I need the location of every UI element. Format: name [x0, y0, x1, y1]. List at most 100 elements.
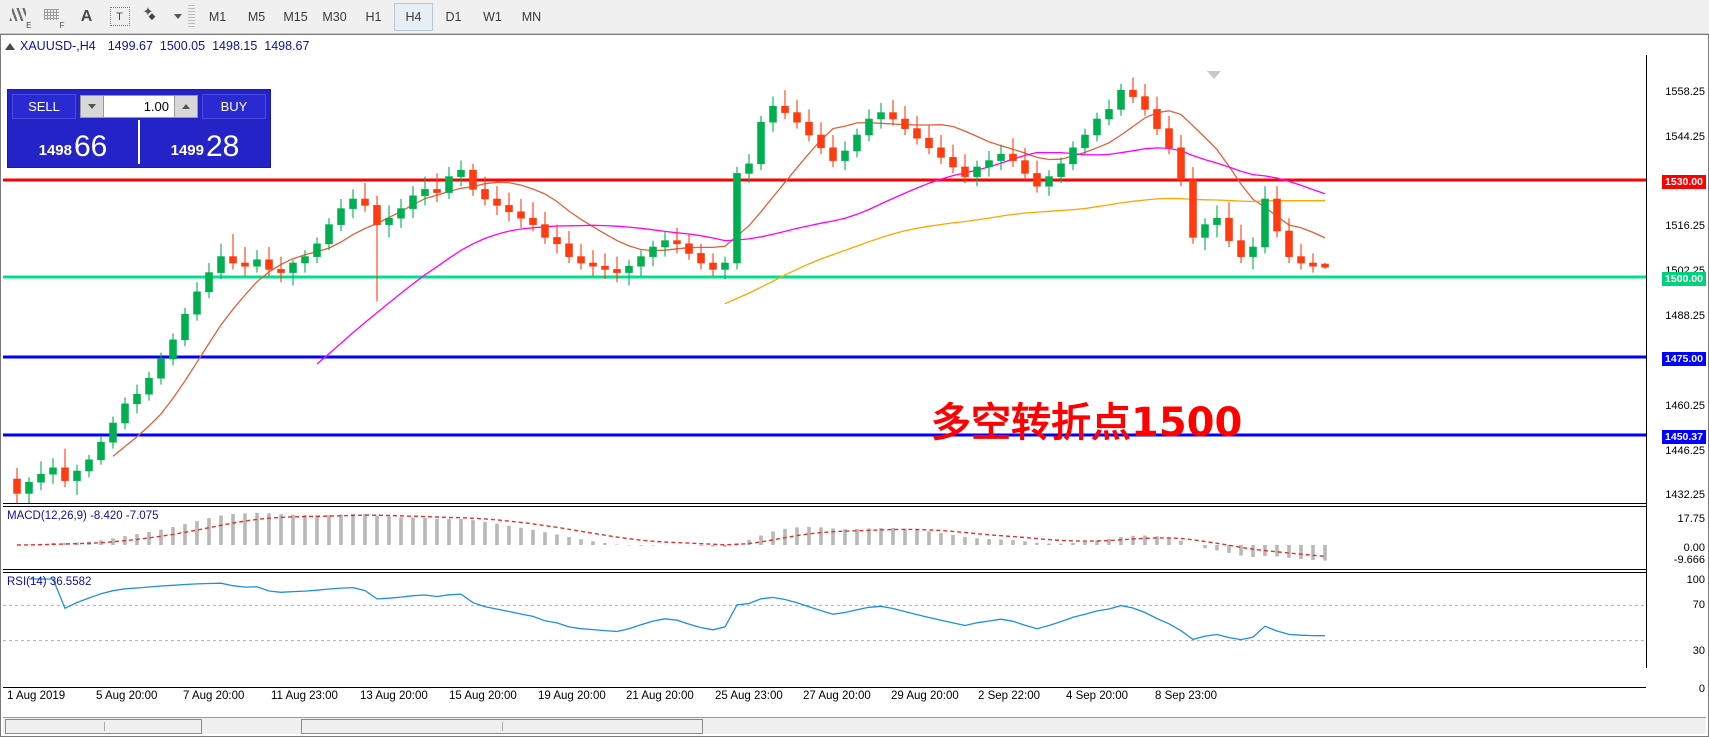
chart-annotation-text: 多空转折点1500: [931, 400, 1243, 446]
time-tick-0: 1 Aug 2019: [7, 690, 66, 702]
candle: [673, 240, 681, 245]
candle: [217, 256, 225, 273]
candle: [949, 157, 957, 168]
time-tick-5: 15 Aug 20:00: [449, 690, 517, 702]
buy-price-integer: 1499: [170, 142, 204, 159]
label-icon[interactable]: T: [103, 3, 136, 31]
candle: [1261, 198, 1269, 248]
price-tick-1446.25: 1446.25: [1665, 445, 1705, 457]
horizontal-scrollbar[interactable]: [3, 717, 1706, 734]
candle: [313, 243, 321, 257]
one-click-trading-panel[interactable]: SELL 1.00 BUY 1498 66 1499 28: [7, 89, 271, 168]
macd-pane[interactable]: MACD(12,26,9) -8.420 -7.075: [3, 508, 1646, 568]
time-tick-11: 2 Sep 22:00: [978, 690, 1041, 702]
candle: [973, 166, 981, 177]
candle: [1129, 89, 1137, 97]
candle: [1009, 153, 1017, 161]
volume-increase-icon[interactable]: [174, 95, 198, 118]
candle: [757, 121, 765, 165]
timeframe-group: M1 M5 M15 M30 H1 H4 D1 W1 MN: [198, 2, 551, 31]
text-icon[interactable]: A: [80, 7, 93, 25]
volume-stepper[interactable]: 1.00: [80, 95, 198, 118]
time-tick-10: 29 Aug 20:00: [891, 690, 959, 702]
candle: [709, 262, 717, 270]
chart-area[interactable]: XAUUSD-,H4 1499.67 1500.05 1498.15 1498.…: [0, 34, 1709, 737]
templates-icon[interactable]: [4, 3, 37, 31]
objects-dropdown-icon[interactable]: [169, 3, 185, 31]
candle: [481, 189, 489, 200]
candle: [589, 262, 597, 267]
volume-decrease-icon[interactable]: [80, 95, 104, 118]
price-plot[interactable]: 多空转折点1500: [3, 55, 1646, 503]
timeframe-h1[interactable]: H1: [365, 9, 382, 24]
candle: [1285, 230, 1293, 257]
candle: [1081, 134, 1089, 149]
candle: [817, 134, 825, 149]
buy-button[interactable]: BUY: [202, 94, 266, 119]
indicator-tick-30: 30: [1692, 645, 1705, 657]
candle: [829, 147, 837, 161]
candle: [493, 198, 501, 206]
timeframe-mn[interactable]: MN: [521, 9, 542, 24]
toolbar-grip[interactable]: [188, 4, 195, 29]
scrollbar-thumb-left[interactable]: [5, 719, 202, 734]
indicator-tick-0: 0: [1698, 683, 1705, 695]
price-badge-1530.00: 1530.00: [1662, 175, 1706, 189]
price-badge-1500.00: 1500.00: [1662, 272, 1706, 286]
rsi-line: [29, 578, 1326, 641]
pane-divider-1: [3, 503, 1646, 504]
candle: [685, 243, 693, 254]
candle: [1165, 128, 1173, 149]
pane-divider-2b: [3, 572, 1646, 573]
hline-support-1450: [3, 433, 1646, 437]
candle: [301, 256, 309, 264]
candle: [865, 118, 873, 136]
candle: [565, 243, 573, 257]
price-tick-1558.25: 1558.25: [1665, 86, 1705, 98]
indicator-tick-0.00: 0.00: [1683, 542, 1705, 554]
timeframe-m1[interactable]: M1: [208, 9, 227, 24]
sell-price[interactable]: 1498 66: [8, 120, 140, 164]
price-scale[interactable]: 1558.251544.251530.001516.251502.251488.…: [1646, 55, 1707, 695]
main-toolbar: A T M1 M5 M15 M30 H1 H4 D1 W1 MN: [0, 0, 1709, 34]
timeframe-m15[interactable]: M15: [283, 9, 308, 24]
timeframe-m30[interactable]: M30: [322, 9, 347, 24]
time-tick-2: 7 Aug 20:00: [183, 690, 245, 702]
candle: [517, 211, 525, 219]
candle: [121, 403, 129, 424]
candle: [1297, 256, 1305, 264]
candle: [13, 478, 21, 494]
candle: [745, 163, 753, 174]
scrollbar-thumb-main[interactable]: [301, 719, 703, 734]
trade-controls-row: SELL 1.00 BUY: [8, 90, 270, 120]
candle: [961, 166, 969, 177]
objects-icon[interactable]: [136, 3, 169, 31]
grid-icon[interactable]: [37, 3, 70, 31]
rsi-pane[interactable]: RSI(14) 36.5582: [3, 574, 1646, 672]
timeframe-w1[interactable]: W1: [483, 9, 502, 24]
candle: [1141, 96, 1149, 110]
candle: [913, 128, 921, 139]
sell-button[interactable]: SELL: [12, 94, 76, 119]
timeframe-d1[interactable]: D1: [445, 9, 462, 24]
chart-collapse-icon[interactable]: [5, 42, 15, 50]
candle: [1177, 147, 1185, 181]
timeframe-m5[interactable]: M5: [247, 9, 266, 24]
candle: [445, 176, 453, 193]
buy-price[interactable]: 1499 28: [140, 120, 270, 164]
candle: [649, 246, 657, 257]
candle: [1321, 263, 1329, 268]
candle: [1201, 224, 1209, 238]
volume-input[interactable]: 1.00: [104, 95, 174, 118]
candle: [109, 422, 117, 443]
trade-prices-row: 1498 66 1499 28: [8, 120, 270, 164]
candle: [889, 112, 897, 120]
candle: [49, 467, 57, 475]
candle: [265, 259, 273, 270]
candle: [805, 121, 813, 136]
timeframe-h4[interactable]: H4: [394, 2, 433, 31]
price-tick-1432.25: 1432.25: [1665, 489, 1705, 501]
candle: [529, 217, 537, 225]
candle: [925, 137, 933, 149]
candle: [1093, 118, 1101, 136]
